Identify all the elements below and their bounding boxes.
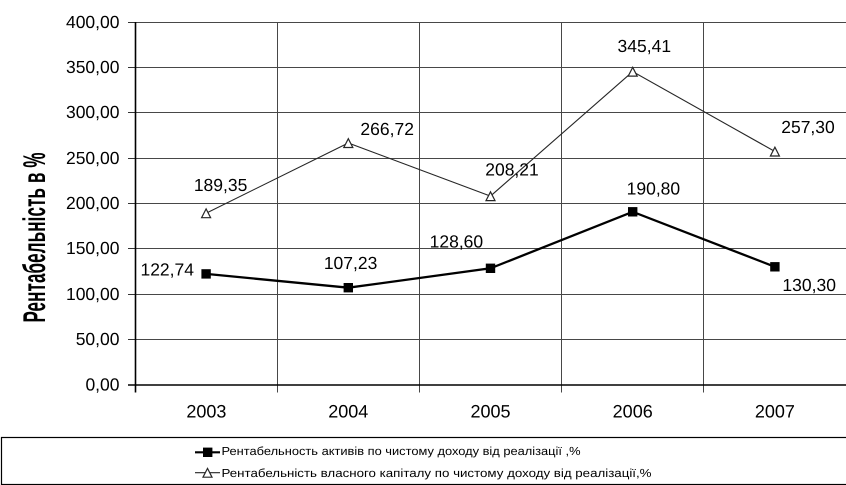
svg-text:2006: 2006 [613, 402, 653, 422]
svg-text:0,00: 0,00 [85, 375, 119, 395]
svg-text:400,00: 400,00 [66, 12, 120, 32]
svg-text:208,21: 208,21 [485, 160, 539, 180]
svg-text:50,00: 50,00 [76, 329, 120, 349]
svg-text:100,00: 100,00 [66, 284, 120, 304]
svg-text:350,00: 350,00 [66, 57, 120, 77]
svg-text:2004: 2004 [328, 402, 368, 422]
svg-text:300,00: 300,00 [66, 102, 120, 122]
svg-text:2003: 2003 [186, 402, 226, 422]
svg-text:107,23: 107,23 [324, 253, 378, 273]
svg-text:Рентабельность активів по чист: Рентабельность активів по чистому доходу… [222, 445, 581, 458]
svg-text:257,30: 257,30 [781, 117, 835, 137]
svg-text:189,35: 189,35 [194, 175, 248, 195]
svg-text:Рентабельність власного капіта: Рентабельність власного капіталу по чист… [222, 467, 652, 480]
svg-text:266,72: 266,72 [360, 119, 414, 139]
svg-text:130,30: 130,30 [782, 275, 836, 295]
svg-text:2005: 2005 [470, 402, 510, 422]
svg-text:122,74: 122,74 [140, 259, 194, 279]
svg-text:200,00: 200,00 [66, 193, 120, 213]
svg-text:250,00: 250,00 [66, 148, 120, 168]
svg-text:Рентабельність в %: Рентабельність в % [17, 153, 52, 323]
svg-text:150,00: 150,00 [66, 238, 120, 258]
svg-text:190,80: 190,80 [627, 178, 681, 198]
svg-text:2007: 2007 [755, 402, 795, 422]
svg-text:128,60: 128,60 [430, 231, 484, 251]
svg-text:345,41: 345,41 [618, 36, 672, 56]
